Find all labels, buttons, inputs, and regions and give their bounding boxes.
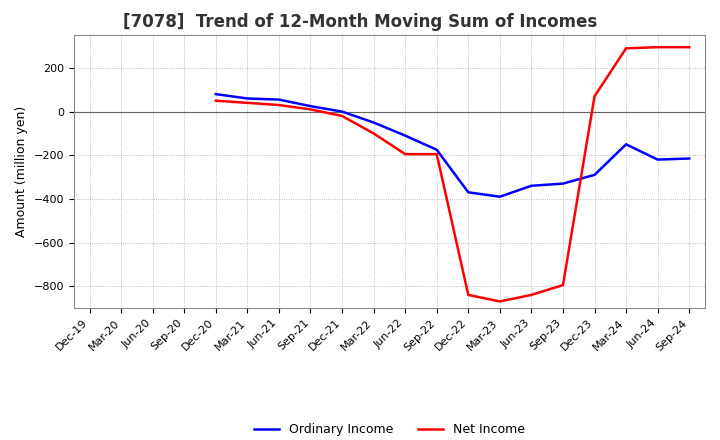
Ordinary Income (495, 194, 504, 199)
Legend: Ordinary Income, Net Income: Ordinary Income, Net Income (248, 418, 530, 440)
Line: Net Income: Net Income (216, 47, 689, 301)
Ordinary Income (243, 96, 252, 101)
Net Income (495, 299, 504, 304)
Y-axis label: Amount (million yen): Amount (million yen) (15, 106, 28, 237)
Net Income (590, 94, 599, 99)
Net Income (653, 44, 662, 50)
Net Income (306, 107, 315, 112)
Net Income (433, 151, 441, 157)
Net Income (243, 100, 252, 106)
Ordinary Income (274, 97, 283, 102)
Net Income (527, 292, 536, 297)
Ordinary Income (685, 156, 693, 161)
Net Income (369, 131, 378, 136)
Ordinary Income (559, 181, 567, 186)
Ordinary Income (401, 133, 410, 138)
Ordinary Income (527, 183, 536, 188)
Net Income (464, 292, 472, 297)
Net Income (212, 98, 220, 103)
Net Income (559, 282, 567, 288)
Ordinary Income (212, 92, 220, 97)
Ordinary Income (464, 190, 472, 195)
Net Income (274, 103, 283, 108)
Ordinary Income (590, 172, 599, 177)
Ordinary Income (369, 120, 378, 125)
Text: [7078]  Trend of 12-Month Moving Sum of Incomes: [7078] Trend of 12-Month Moving Sum of I… (123, 13, 597, 31)
Ordinary Income (622, 142, 631, 147)
Net Income (622, 46, 631, 51)
Net Income (401, 151, 410, 157)
Ordinary Income (338, 109, 346, 114)
Line: Ordinary Income: Ordinary Income (216, 94, 689, 197)
Ordinary Income (653, 157, 662, 162)
Ordinary Income (306, 103, 315, 109)
Ordinary Income (433, 147, 441, 152)
Net Income (338, 114, 346, 119)
Net Income (685, 44, 693, 50)
